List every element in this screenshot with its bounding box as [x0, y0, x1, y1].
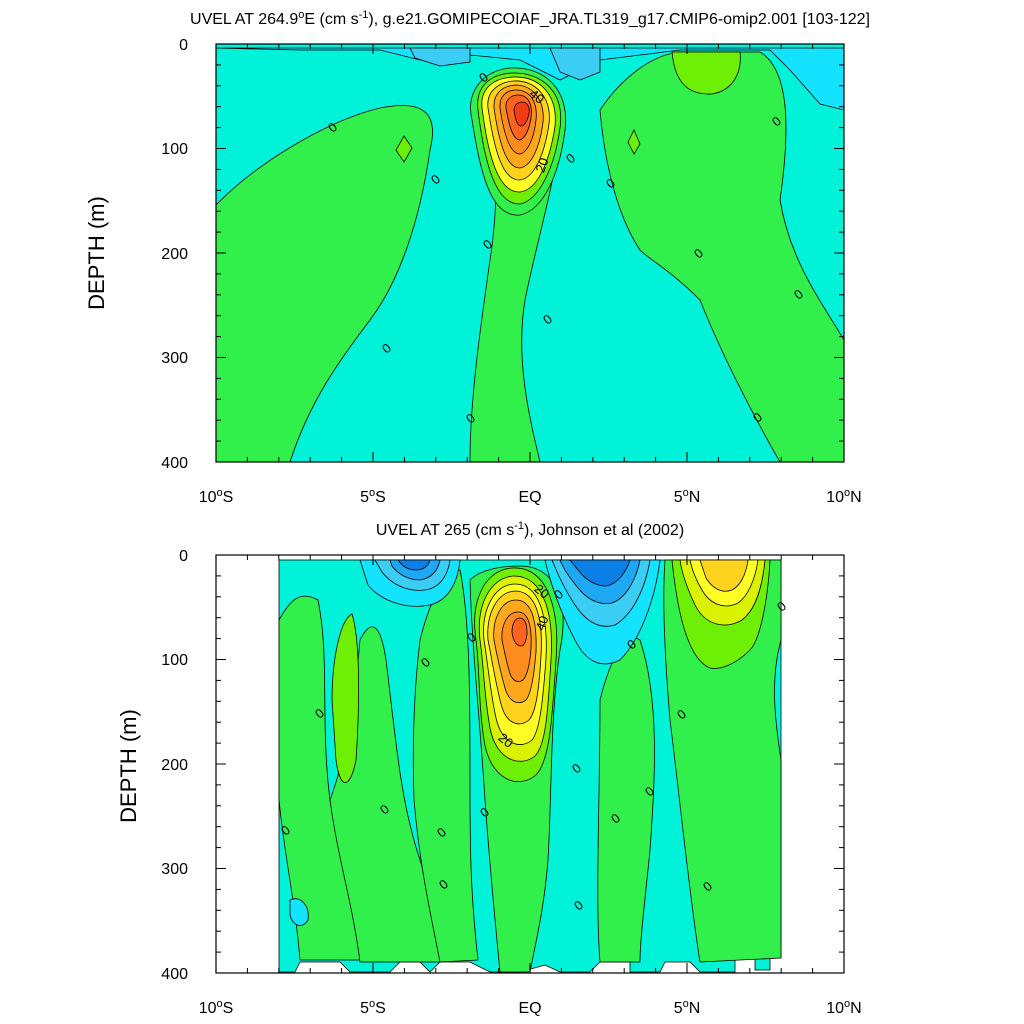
panel-obs-ylabel: DEPTH (m) [116, 709, 141, 823]
y-tick-label: 300 [161, 350, 188, 367]
contour-label: 40 [532, 614, 551, 633]
x-tick-label: 10oS [199, 998, 234, 1017]
y-tick-label: 0 [179, 37, 188, 54]
field-negative-patch-1 [409, 47, 471, 67]
field-positive-east-2 [663, 559, 782, 963]
y-tick-label: 100 [161, 652, 188, 669]
field-positive-central [412, 569, 479, 963]
x-tick-label: 5oS [360, 487, 386, 506]
x-tick-label: EQ [518, 1000, 541, 1017]
x-tick-label: 5oN [674, 487, 701, 506]
panel-obs: UVEL AT 265 (cm s-1), Johnson et al (200… [116, 520, 862, 1017]
x-tick-label: 10oN [826, 998, 861, 1017]
panel-model-ticks [215, 43, 845, 463]
panel-model-contours [216, 44, 844, 462]
panel-obs-title: UVEL AT 265 (cm s-1), Johnson et al (200… [376, 520, 684, 539]
x-tick-label: EQ [518, 489, 541, 506]
field-negative-patch-2 [549, 47, 601, 81]
y-tick-label: 100 [161, 141, 188, 158]
panel-obs-contours [278, 559, 782, 973]
y-tick-label: 200 [161, 246, 188, 263]
field-small-diamond [627, 129, 641, 155]
panel-model: UVEL AT 264.9oE (cm s-1), g.e21.GOMIPECO… [84, 9, 870, 506]
x-tick-label: 10oN [826, 487, 861, 506]
y-tick-label: 400 [161, 455, 188, 472]
field-small-patch [395, 135, 413, 163]
y-tick-label: 0 [179, 548, 188, 565]
panel-obs-ticks [215, 554, 845, 974]
y-tick-label: 300 [161, 861, 188, 878]
field-positive-west [216, 105, 433, 462]
y-tick-label: 200 [161, 757, 188, 774]
field-neg-deep [289, 898, 309, 926]
field-equatorial-undercurrent [470, 67, 567, 216]
field-positive-west-core [331, 613, 360, 783]
field-positive-east [599, 51, 844, 462]
field-eastern-core [671, 51, 741, 95]
panel-model-title: UVEL AT 264.9oE (cm s-1), g.e21.GOMIPECO… [190, 9, 870, 28]
x-tick-label: 5oS [360, 998, 386, 1017]
panel-model-ylabel: DEPTH (m) [84, 196, 109, 310]
field-equatorial-undercurrent [474, 567, 558, 783]
field-positive-east [597, 637, 655, 963]
contour-label: 20 [532, 156, 551, 175]
x-tick-label: 10oS [199, 487, 234, 506]
x-tick-label: 5oN [674, 998, 701, 1017]
y-tick-label: 400 [161, 966, 188, 983]
